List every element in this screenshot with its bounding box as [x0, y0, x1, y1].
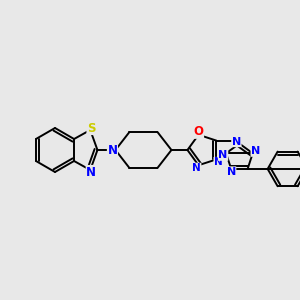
Text: O: O	[194, 125, 203, 138]
Text: N: N	[192, 163, 201, 173]
Text: S: S	[87, 122, 95, 134]
Text: N: N	[86, 166, 96, 178]
Text: N: N	[251, 146, 260, 156]
Text: N: N	[226, 167, 236, 177]
Text: N: N	[218, 150, 228, 160]
Text: N: N	[232, 136, 241, 147]
Text: N: N	[214, 158, 223, 167]
Text: N: N	[107, 143, 118, 157]
